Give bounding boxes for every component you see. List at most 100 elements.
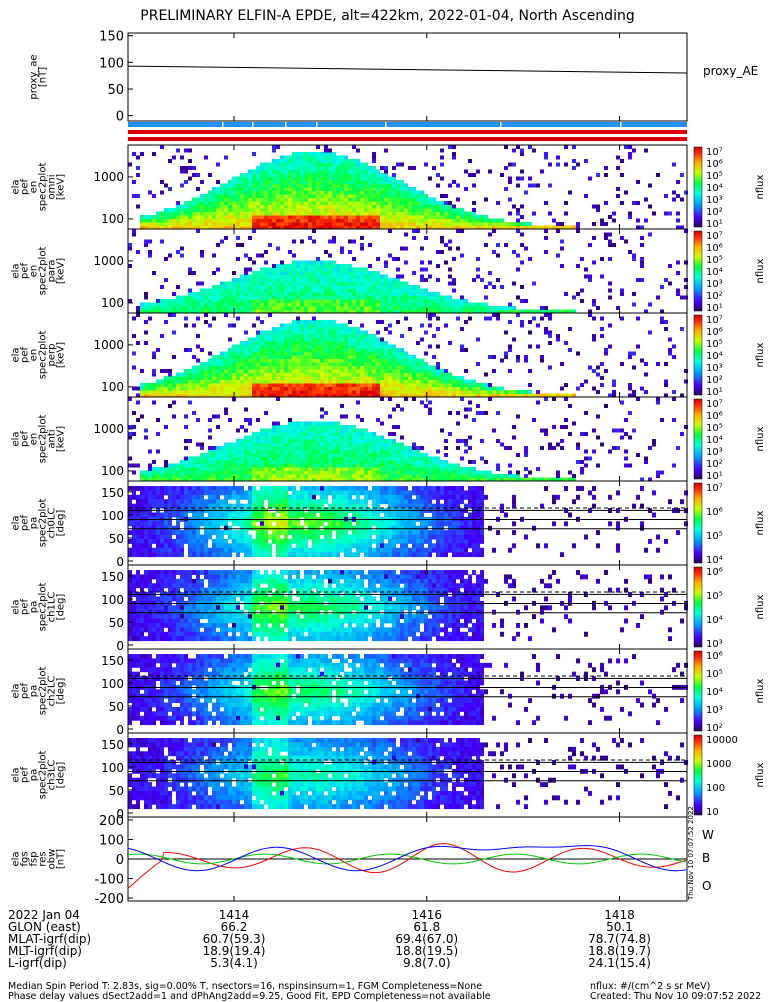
colorbar-tick-label: 10³: [706, 363, 723, 374]
colorbar-tick-label: 10: [706, 807, 719, 818]
colorbar-tick-label: 10⁵: [706, 423, 723, 434]
flag-bar-tick: [385, 122, 387, 127]
colorbar-tick-label: 10⁶: [706, 567, 723, 578]
colorbar-tick-label: 10²: [706, 207, 723, 218]
orbit-row-value: 24.1(15.4): [588, 956, 651, 970]
spectrogram-en_omni: [128, 145, 688, 230]
ylabel-proxy_ae: [nT]: [38, 67, 49, 87]
colorbar-en_perp: [694, 315, 702, 395]
colorbar-tick-label: 10⁶: [706, 651, 723, 662]
ylabel-pa_ch3: [deg]: [56, 762, 67, 789]
colorbar-tick-label: 10⁷: [706, 399, 723, 410]
ytick-label: 0: [116, 110, 124, 125]
ytick-label: 100: [101, 761, 124, 775]
ytick-label: 50: [107, 83, 124, 98]
colorbar-tick-label: 10⁶: [706, 507, 723, 518]
series-W: [128, 844, 686, 889]
colorbar-tick-label: 10³: [706, 279, 723, 290]
colorbar-tick-label: 10¹: [706, 303, 723, 314]
colorbar-tick-label: 10⁶: [706, 243, 723, 254]
creation-stamp: Thu Nov 10 07:07:52 2022: [687, 806, 695, 901]
ylabel-pa_ch0: [deg]: [56, 510, 67, 537]
colorbar-tick-label: 10⁷: [706, 315, 723, 326]
ytick-label: 150: [101, 486, 124, 500]
colorbar-tick-label: 10⁶: [706, 411, 723, 422]
colorbar-tick-label: 10⁵: [706, 171, 723, 182]
colorbar-tick-label: 10⁴: [706, 183, 723, 194]
colorbar-tick-label: 1000: [706, 759, 731, 770]
colorbar-en_anti: [694, 399, 702, 479]
spectrogram-pa_ch1: [128, 570, 688, 641]
colorbar-tick-label: 10³: [706, 447, 723, 458]
colorbar-tick-label: 10⁴: [706, 555, 723, 566]
ytick-label: 150: [99, 30, 124, 45]
colorbar-label: nflux: [755, 342, 766, 367]
ytick-label: 1000: [93, 338, 124, 352]
ylabel-pa_ch1: [deg]: [56, 594, 67, 621]
flag-bar-red: [128, 137, 687, 141]
colorbar-pa_ch1: [694, 567, 702, 647]
ylabel-en_perp: [keV]: [56, 342, 67, 368]
colorbar-label: nflux: [755, 678, 766, 703]
spectrogram-en_para: [128, 229, 688, 314]
ytick-label: 50: [109, 532, 124, 546]
colorbar-tick-label: 10⁷: [706, 483, 723, 494]
ytick-label: 100: [99, 833, 124, 848]
flag-bar-tick: [500, 122, 502, 127]
colorbar-tick-label: 10²: [706, 459, 723, 470]
colorbar-label: nflux: [755, 258, 766, 283]
ytick-label: 50: [109, 616, 124, 630]
colorbar-tick-label: 10²: [706, 723, 723, 734]
flag-bar-tick: [620, 122, 622, 127]
ytick-label: 150: [101, 738, 124, 752]
colorbar-tick-label: 10⁴: [706, 351, 723, 362]
ytick-label: 150: [101, 570, 124, 584]
ytick-label: 100: [101, 380, 124, 394]
spectrogram-en_perp: [132, 313, 688, 398]
ytick-label: 100: [101, 296, 124, 310]
ytick-label: 1000: [93, 254, 124, 268]
colorbar-en_omni: [694, 147, 702, 227]
spectrogram-pa_ch0: [128, 486, 688, 557]
ytick-label: -100: [94, 873, 124, 888]
ylabel-pa_ch2: [deg]: [56, 678, 67, 705]
flag-bar-tick: [285, 122, 287, 127]
colorbar-pa_ch3: [694, 735, 702, 815]
colorbar-label: nflux: [755, 594, 766, 619]
flag-bar-red: [128, 130, 687, 134]
flag-bar-tick: [316, 122, 318, 127]
spectrogram-pa_ch3: [128, 738, 688, 809]
colorbar-tick-label: 10⁴: [706, 435, 723, 446]
spectrogram-en_anti: [128, 397, 688, 482]
legend-B: B: [702, 851, 710, 865]
colorbar-tick-label: 10⁵: [706, 255, 723, 266]
colorbar-tick-label: 10⁵: [706, 591, 723, 602]
ytick-label: 100: [101, 677, 124, 691]
colorbar-tick-label: 10⁴: [706, 267, 723, 278]
colorbar-tick-label: 10⁵: [706, 339, 723, 350]
ytick-label: 0: [116, 639, 124, 653]
ytick-label: 100: [101, 464, 124, 478]
colorbar-label: nflux: [755, 174, 766, 199]
colorbar-pa_ch0: [694, 483, 702, 563]
ytick-label: 100: [101, 509, 124, 523]
colorbar-tick-label: 10⁴: [706, 687, 723, 698]
colorbar-tick-label: 100: [706, 783, 725, 794]
ytick-label: 0: [116, 723, 124, 737]
colorbar-tick-label: 10³: [706, 705, 723, 716]
ylabel-en_anti: [keV]: [56, 426, 67, 452]
colorbar-label: nflux: [755, 510, 766, 535]
footer-phase-info: Phase delay values dSect2add=1 and dPhAn…: [8, 991, 491, 1002]
ytick-label: 50: [109, 784, 124, 798]
ytick-label: 200: [99, 814, 124, 829]
ytick-label: 100: [99, 56, 124, 71]
ytick-label: 1000: [93, 422, 124, 436]
colorbar-label: nflux: [755, 762, 766, 787]
colorbar-label: nflux: [755, 426, 766, 451]
colorbar-tick-label: 10000: [706, 735, 738, 746]
colorbar-tick-label: 10¹: [706, 387, 723, 398]
colorbar-tick-label: 10⁶: [706, 159, 723, 170]
series-O: [128, 846, 686, 871]
legend-W: W: [702, 828, 714, 842]
